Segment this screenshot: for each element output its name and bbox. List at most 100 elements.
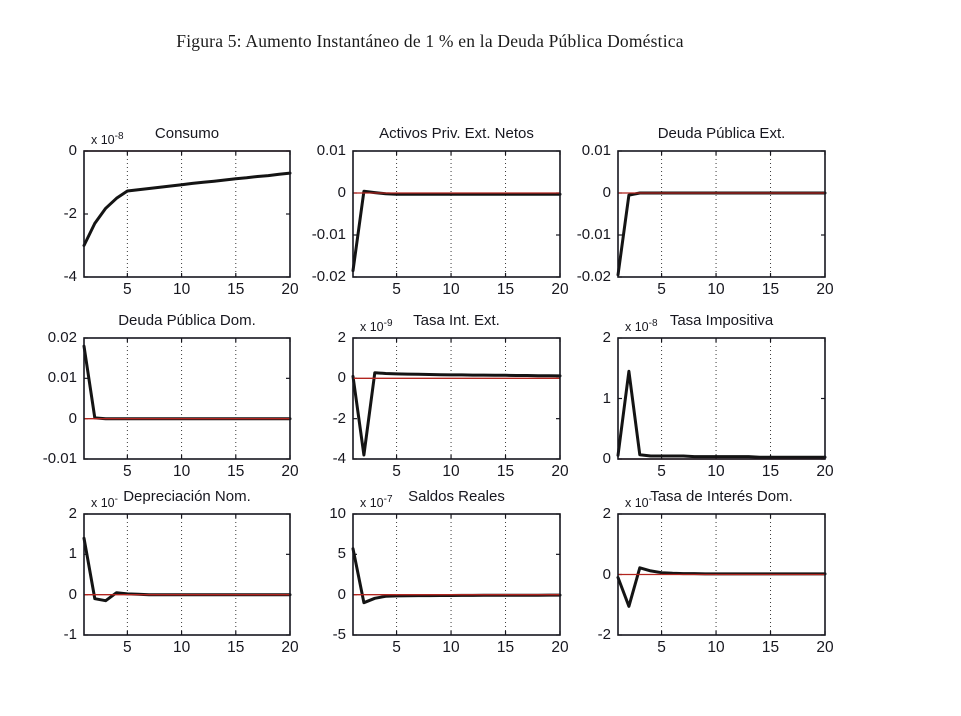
axes-box xyxy=(617,337,826,460)
plot-area: 0.01 0 -0.01 -0.02 5 10 15 20 xyxy=(312,142,569,298)
subplot-title: Tasa de Interés Dom. xyxy=(650,488,793,505)
subplot-title: Saldos Reales xyxy=(408,488,505,505)
impulse-response-line xyxy=(351,189,562,273)
plot-canvas xyxy=(351,337,562,460)
axis-scale-label: x 10-8 xyxy=(625,318,658,334)
axis-scale-label: x 10-7 xyxy=(360,494,393,510)
y-tick-label: 2 xyxy=(602,329,611,346)
subplot-consumo: x 10-8 Consumo 0 -2 -4 5 10 15 20 xyxy=(64,125,299,298)
axes-box xyxy=(83,150,291,278)
plot-canvas xyxy=(351,150,562,278)
impulse-response-line xyxy=(351,371,562,457)
y-tick-label: 1 xyxy=(602,389,611,407)
axes-box xyxy=(352,150,561,278)
y-tick-label: -0.01 xyxy=(576,226,611,243)
y-tick-label: -0.01 xyxy=(311,226,346,243)
scale-base: x 10 xyxy=(625,496,649,510)
x-tick-label: 5 xyxy=(392,639,401,656)
axis-scale-label: x 10-8 xyxy=(91,131,124,147)
y-tick-label: 2 xyxy=(337,329,346,346)
y-tick-label: 2 xyxy=(68,505,77,522)
plot-canvas xyxy=(616,150,827,278)
y-tick-label: -4 xyxy=(63,268,77,285)
x-tick-label: 10 xyxy=(172,639,191,656)
plot-area: 2 0 -2 -4 5 10 15 20 xyxy=(333,329,569,480)
impulse-response-line xyxy=(82,344,292,421)
axes-box xyxy=(352,513,561,636)
y-tick-label: -1 xyxy=(63,626,77,643)
x-tick-label: 15 xyxy=(496,639,515,656)
scale-base: x 10 xyxy=(625,320,649,334)
x-tick-label: 15 xyxy=(761,463,780,480)
y-tick-label: -2 xyxy=(63,205,77,222)
x-tick-label: 10 xyxy=(172,281,191,298)
scale-exponent: - xyxy=(648,493,652,505)
subplot-title: Deuda Pública Ext. xyxy=(657,125,786,142)
y-tick-label: 0 xyxy=(602,450,611,467)
y-tick-label: 0 xyxy=(337,369,346,387)
subplot-title: Tasa Impositiva xyxy=(669,312,774,329)
figure-caption: Figura 5: Aumento Instantáneo de 1 % en … xyxy=(176,31,684,51)
y-tick-label: -2 xyxy=(332,409,346,427)
x-tick-label: 15 xyxy=(227,639,245,656)
y-tick-label: 2 xyxy=(602,505,611,522)
scale-exponent: -8 xyxy=(114,130,124,142)
y-tick-label: 0.01 xyxy=(47,369,77,387)
y-tick-label: 10 xyxy=(329,505,346,522)
axis-scale-label: x 10- xyxy=(91,494,118,510)
y-tick-label: 1 xyxy=(68,545,77,563)
x-tick-label: 10 xyxy=(442,281,460,298)
y-tick-label: -0.01 xyxy=(42,450,77,467)
y-tick-label: 0 xyxy=(602,184,611,201)
y-tick-label: 0 xyxy=(68,142,77,159)
plot-area: 2 1 0 -1 5 10 15 20 xyxy=(64,505,299,656)
x-tick-label: 20 xyxy=(551,639,569,656)
y-tick-label: 5 xyxy=(337,545,346,563)
axis-scale-label: x 10- xyxy=(625,494,652,510)
x-tick-label: 20 xyxy=(816,639,834,656)
x-tick-label: 5 xyxy=(657,639,666,656)
y-tick-label: -5 xyxy=(332,626,346,643)
subplot-title: Deuda Pública Dom. xyxy=(118,312,256,329)
plot-area: 0 -2 -4 5 10 15 20 xyxy=(64,142,299,298)
x-tick-label: 10 xyxy=(442,639,460,656)
x-tick-label: 15 xyxy=(227,281,245,298)
x-tick-label: 15 xyxy=(227,463,245,480)
scale-base: x 10 xyxy=(91,133,115,147)
subplot-title: Tasa Int. Ext. xyxy=(413,312,500,329)
x-tick-label: 15 xyxy=(496,463,515,480)
plot-canvas xyxy=(82,513,292,636)
x-tick-label: 5 xyxy=(123,639,132,656)
scale-exponent: -9 xyxy=(383,317,393,329)
scale-base: x 10 xyxy=(91,496,115,510)
y-tick-label: 0 xyxy=(68,409,77,427)
y-tick-label: 0.01 xyxy=(316,142,346,159)
x-tick-label: 5 xyxy=(392,463,401,480)
x-tick-label: 20 xyxy=(551,463,569,480)
impulse-response-line xyxy=(616,369,827,459)
plot-area: 0.02 0.01 0 -0.01 5 10 15 20 xyxy=(43,329,299,480)
axis-scale-label: x 10-9 xyxy=(360,318,393,334)
y-tick-label: 0 xyxy=(68,585,77,603)
x-tick-label: 10 xyxy=(442,463,460,480)
y-tick-label: -0.02 xyxy=(311,268,346,285)
x-tick-label: 20 xyxy=(816,463,834,480)
x-tick-label: 20 xyxy=(281,639,299,656)
x-tick-label: 5 xyxy=(392,281,401,298)
x-tick-label: 15 xyxy=(761,639,780,656)
scale-exponent: - xyxy=(114,493,118,505)
y-tick-label: -0.02 xyxy=(576,268,611,285)
subplot-tasa-impositiva: x 10-8 Tasa Impositiva 2 1 0 5 10 15 20 xyxy=(603,312,834,480)
plot-canvas xyxy=(616,337,827,460)
scale-base: x 10 xyxy=(360,320,384,334)
y-tick-label: 0 xyxy=(337,585,346,603)
axes-box xyxy=(352,337,561,460)
x-tick-label: 20 xyxy=(551,281,569,298)
impulse-response-line xyxy=(82,171,292,247)
x-tick-label: 5 xyxy=(123,281,132,298)
subplot-tasa-int-ext: x 10-9 Tasa Int. Ext. 2 0 -2 -4 5 10 15 20 xyxy=(333,312,569,480)
y-tick-label: 0 xyxy=(602,565,611,583)
x-tick-label: 20 xyxy=(281,281,299,298)
plot-area: 2 1 0 5 10 15 20 xyxy=(603,329,834,480)
